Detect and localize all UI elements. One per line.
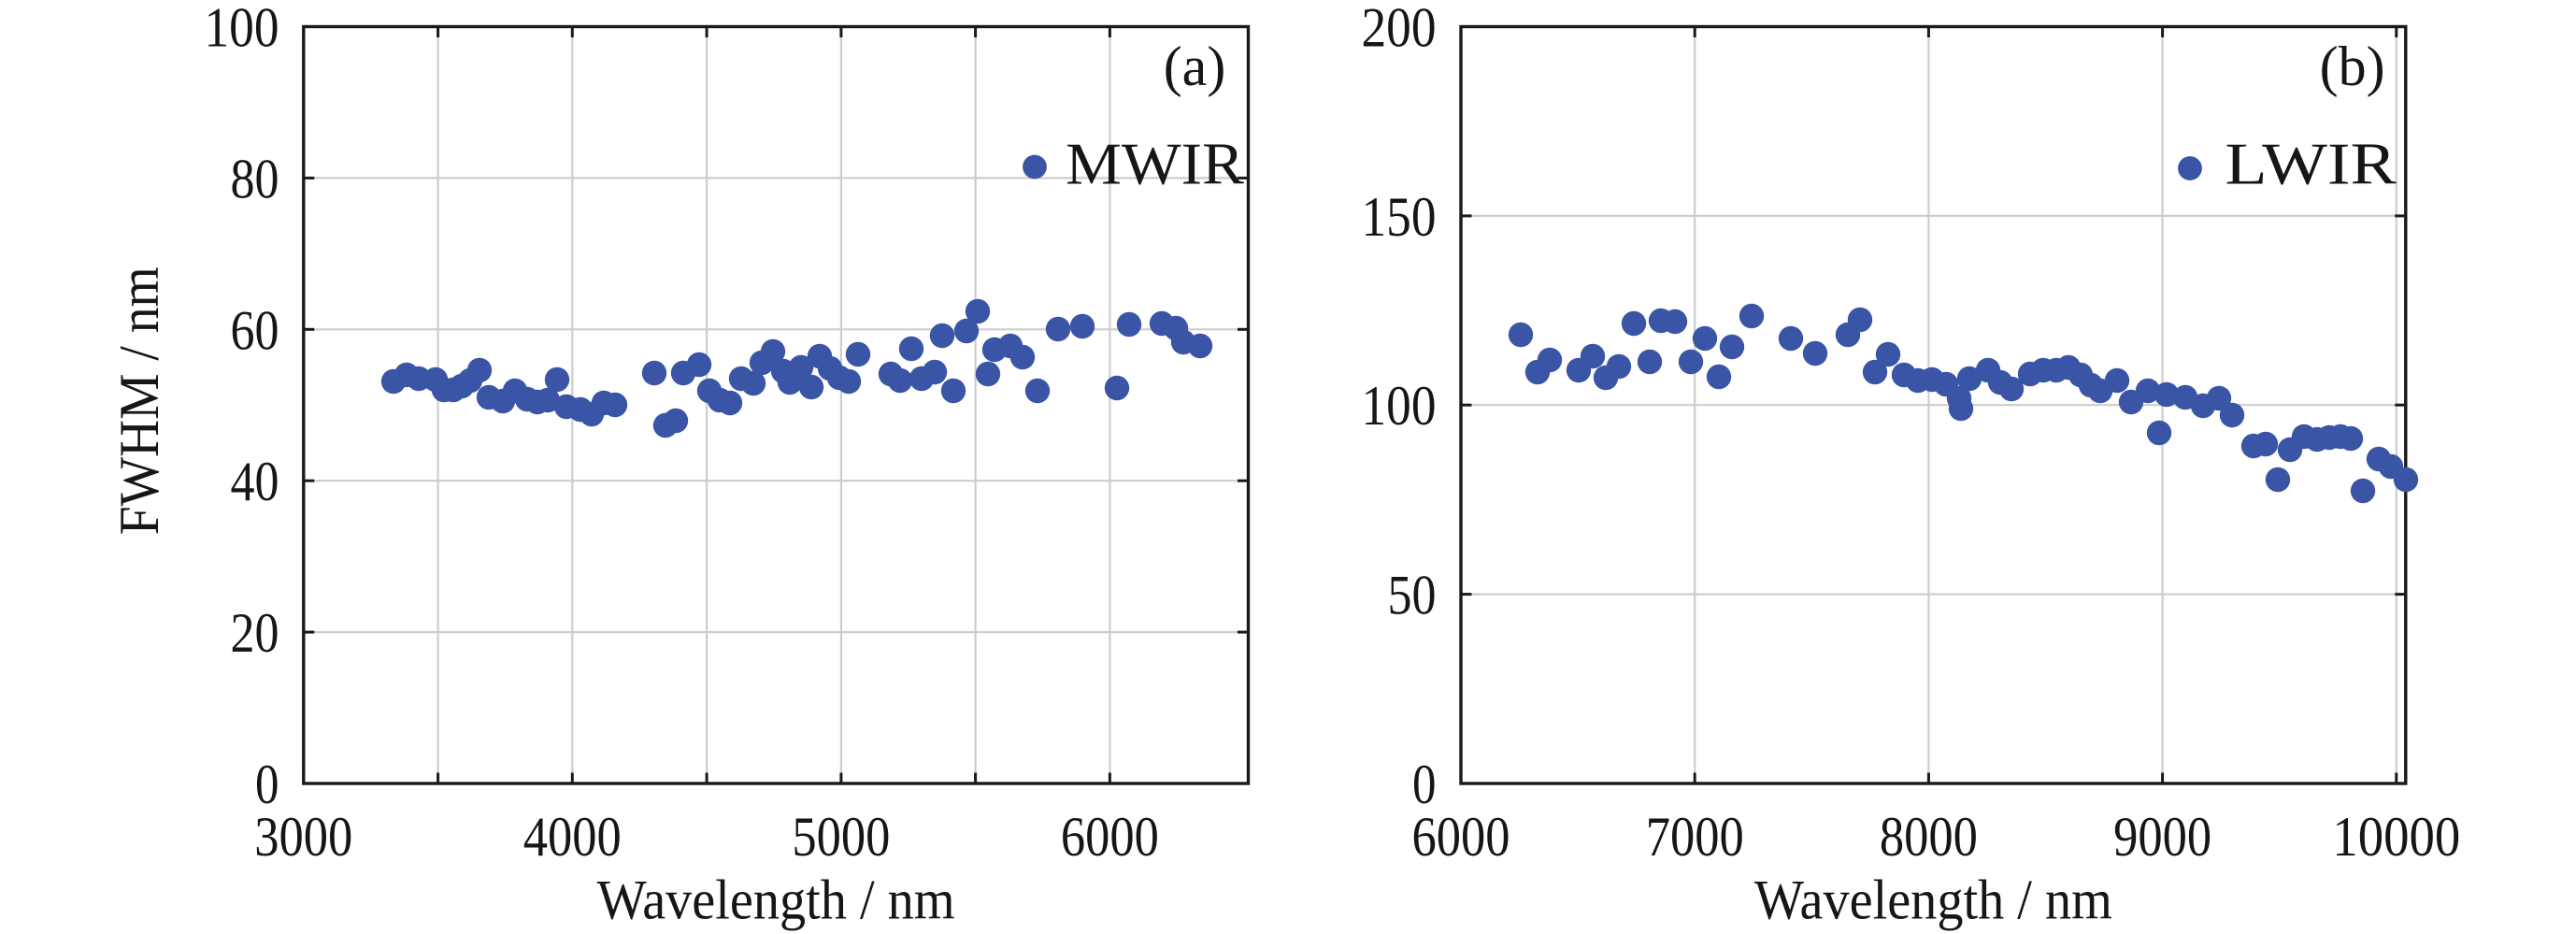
svg-text:200: 200 xyxy=(1362,0,1437,59)
svg-text:FWHM / nm: FWHM / nm xyxy=(108,266,170,535)
svg-text:6000: 6000 xyxy=(1412,806,1510,868)
svg-text:9000: 9000 xyxy=(2113,806,2211,868)
svg-text:100: 100 xyxy=(1362,375,1437,437)
svg-text:150: 150 xyxy=(1362,186,1437,248)
svg-text:MWIR: MWIR xyxy=(1066,132,1244,197)
svg-text:6000: 6000 xyxy=(1061,806,1159,868)
svg-text:80: 80 xyxy=(231,148,279,209)
svg-text:40: 40 xyxy=(231,451,279,512)
svg-text:60: 60 xyxy=(231,299,279,361)
svg-text:10000: 10000 xyxy=(2332,806,2460,868)
svg-text:(a): (a) xyxy=(1164,36,1226,97)
svg-text:20: 20 xyxy=(231,602,279,664)
svg-text:5000: 5000 xyxy=(792,806,890,868)
svg-text:3000: 3000 xyxy=(254,806,352,868)
svg-text:LWIR: LWIR xyxy=(2225,132,2397,197)
svg-text:100: 100 xyxy=(205,0,279,59)
svg-text:Wavelength / nm: Wavelength / nm xyxy=(1754,869,2112,931)
svg-text:4000: 4000 xyxy=(523,806,622,868)
svg-text:50: 50 xyxy=(1388,565,1437,626)
svg-text:(b): (b) xyxy=(2320,36,2385,97)
svg-text:8000: 8000 xyxy=(1880,806,1978,868)
svg-text:0: 0 xyxy=(1412,754,1437,815)
svg-text:0: 0 xyxy=(255,754,279,815)
svg-text:Wavelength / nm: Wavelength / nm xyxy=(597,869,955,931)
svg-text:7000: 7000 xyxy=(1646,806,1744,868)
